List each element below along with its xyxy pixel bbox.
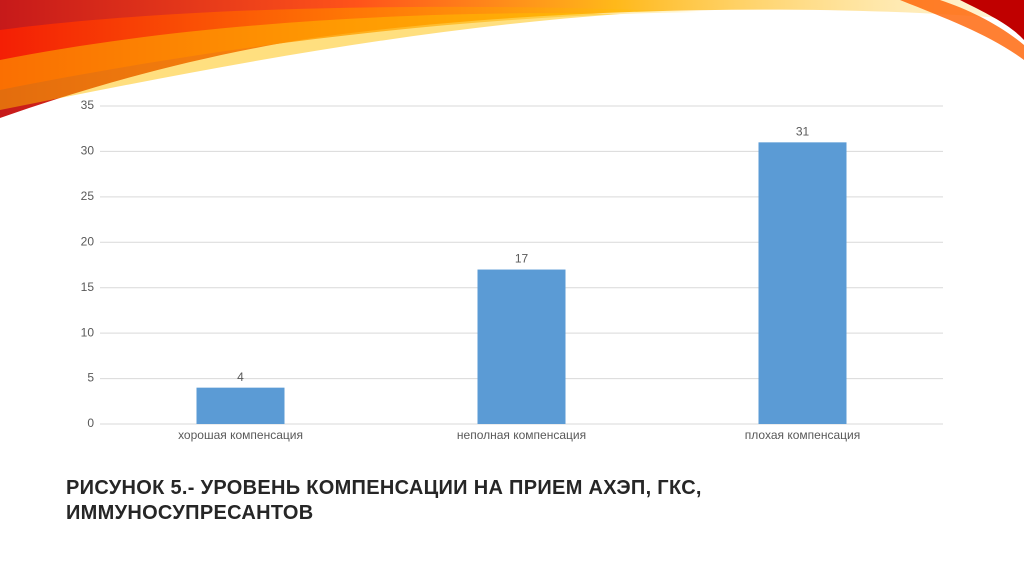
x-tick-label: неполная компенсация xyxy=(457,428,586,442)
y-tick-label: 35 xyxy=(81,98,95,112)
value-label: 4 xyxy=(237,370,244,384)
chart-title: РИСУНОК 5.- УРОВЕНЬ КОМПЕНСАЦИИ НА ПРИЕМ… xyxy=(66,477,702,524)
y-tick-label: 25 xyxy=(81,189,95,203)
bar xyxy=(477,269,566,424)
y-tick-label: 0 xyxy=(87,416,94,430)
y-tick-label: 30 xyxy=(81,144,95,158)
value-label: 31 xyxy=(796,125,810,139)
x-tick-label: хорошая компенсация xyxy=(178,428,303,442)
bar xyxy=(196,387,285,424)
bar xyxy=(758,142,847,425)
y-tick-label: 15 xyxy=(81,280,95,294)
y-tick-label: 20 xyxy=(81,234,95,248)
y-tick-label: 10 xyxy=(81,325,95,339)
decoration xyxy=(0,0,1024,118)
value-label: 17 xyxy=(515,252,529,266)
x-tick-label: плохая компенсация xyxy=(745,428,860,442)
y-tick-label: 5 xyxy=(87,371,94,385)
